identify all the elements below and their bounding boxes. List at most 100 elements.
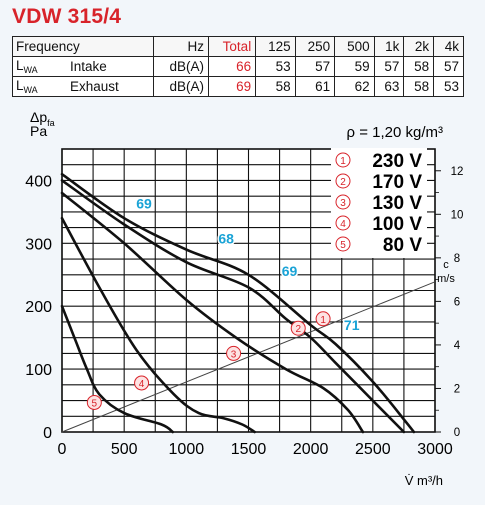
y-axis-label: Δpfa <box>30 109 55 128</box>
legend-number: 2 <box>340 177 346 188</box>
right-axis-label: c <box>443 259 449 271</box>
col-hz: Hz <box>153 36 209 57</box>
col-4k: 4k <box>433 36 464 57</box>
series-line-1 <box>60 172 416 434</box>
legend-number: 1 <box>340 156 346 167</box>
legend-item-1: 1 230 V <box>335 151 422 172</box>
x-tick-label: 2000 <box>293 441 329 458</box>
series-marker-label: 1 <box>320 315 326 326</box>
cell-value: 61 <box>294 76 336 97</box>
series-line-5 <box>60 304 174 434</box>
series-marker-circle <box>226 345 242 361</box>
fan-curve-chart: 0 500 1000 1500 2000 2500 3000 0 100 200 300 400 0 2 4… <box>0 100 485 500</box>
cell-value: 58 <box>403 76 435 97</box>
table-row-exhaust: LWA Exhaust dB(A) 69 58 61 62 63 58 53 <box>12 76 464 97</box>
legend-number: 5 <box>340 240 346 251</box>
fan-curve-svg: 0 500 1000 1500 2000 2500 30000100200300400024… <box>25 109 464 488</box>
row-unit: dB(A) <box>153 56 209 77</box>
cell-value: 53 <box>255 56 296 77</box>
series-marker-1: 1 <box>315 311 331 327</box>
sound-power-table: Frequency Hz Total 125 250 500 1k 2k 4k … <box>12 36 464 97</box>
col-2k: 2k <box>403 36 435 57</box>
series-marker-label: 5 <box>92 398 98 409</box>
legend-label: 100 V <box>372 214 422 235</box>
legend-circle <box>335 194 351 210</box>
sound-level-annotation: 69 <box>136 196 152 212</box>
series-marker-label: 4 <box>139 379 145 390</box>
legend-number: 4 <box>340 219 346 230</box>
series-line-3 <box>60 191 365 434</box>
row-total: 66 <box>207 56 257 77</box>
x-tick-label: 1000 <box>169 441 205 458</box>
legend-number: 3 <box>340 198 346 209</box>
legend-label: 170 V <box>372 172 422 193</box>
legend-circle <box>335 173 351 189</box>
cell-value: 53 <box>433 76 464 97</box>
chart-title: VDW 315/4 <box>12 5 122 28</box>
legend-circle <box>335 236 351 252</box>
cell-value: 57 <box>294 56 336 77</box>
col-1k: 1k <box>373 36 405 57</box>
legend-label: 80 V <box>383 235 422 256</box>
series-marker-label: 2 <box>295 324 301 335</box>
right-tick-label: 12 <box>451 166 464 178</box>
cell-value: 57 <box>433 56 464 77</box>
right-axis-unit: m/s <box>437 273 455 285</box>
col-frequency: Frequency <box>12 36 154 57</box>
legend-label: 130 V <box>372 193 422 214</box>
right-tick-label: 10 <box>451 209 464 221</box>
series-marker-4: 4 <box>134 375 150 391</box>
cell-value: 57 <box>373 56 405 77</box>
x-tick-label: 2500 <box>355 441 391 458</box>
series-marker-circle <box>290 320 306 336</box>
series-marker-3: 3 <box>226 345 242 361</box>
y-axis-unit: Pa <box>30 123 47 139</box>
x-tick-label: 3000 <box>417 441 453 458</box>
cell-value: 58 <box>255 76 296 97</box>
right-tick-label: 4 <box>454 340 461 352</box>
series-marker-circle <box>315 311 331 327</box>
legend-circle <box>335 215 351 231</box>
row-type: Intake <box>67 56 154 77</box>
legend-item-4: 4 100 V <box>335 214 422 235</box>
plot-border <box>61 148 436 433</box>
legend-circle <box>335 152 351 168</box>
cell-value: 62 <box>334 76 375 97</box>
sound-level-annotation: 71 <box>344 317 360 333</box>
table-header-row: Frequency Hz Total 125 250 500 1k 2k 4k <box>12 36 464 57</box>
right-tick-label: 0 <box>454 427 460 439</box>
cell-value: 59 <box>334 56 375 77</box>
legend-item-2: 2 170 V <box>335 172 422 193</box>
row-total: 69 <box>207 76 257 97</box>
right-tick-label: 2 <box>454 383 460 395</box>
sound-level-annotation: 68 <box>218 230 234 246</box>
y-tick-label: 300 <box>25 236 52 253</box>
velocity-line <box>61 281 436 433</box>
series-marker-label: 3 <box>231 349 237 360</box>
series-line-4 <box>60 216 256 434</box>
col-250: 250 <box>294 36 336 57</box>
density-label: ρ = 1,20 kg/m³ <box>347 124 444 141</box>
legend-label: 230 V <box>372 151 422 172</box>
right-tick-label: 6 <box>454 296 460 308</box>
row-type: Exhaust <box>67 76 154 97</box>
col-500: 500 <box>334 36 375 57</box>
legend-item-5: 5 80 V <box>335 235 422 256</box>
row-label: LWA <box>12 56 67 77</box>
legend-item-3: 3 130 V <box>335 193 422 214</box>
series-line-2 <box>60 179 406 434</box>
x-tick-label: 0 <box>58 441 67 458</box>
y-tick-label: 200 <box>25 299 52 316</box>
y-tick-label: 100 <box>25 362 52 379</box>
y-tick-label: 0 <box>43 425 52 442</box>
x-axis-label: V̇ m³/h <box>405 473 443 488</box>
sound-level-annotation: 69 <box>282 263 298 279</box>
series-marker-circle <box>134 375 150 391</box>
series-marker-2: 2 <box>290 320 306 336</box>
right-tick-label: 8 <box>454 253 460 265</box>
y-tick-label: 400 <box>25 173 52 190</box>
series-marker-circle <box>86 394 102 410</box>
x-tick-label: 1500 <box>231 441 267 458</box>
series-marker-5: 5 <box>86 394 102 410</box>
col-total: Total <box>207 36 257 57</box>
